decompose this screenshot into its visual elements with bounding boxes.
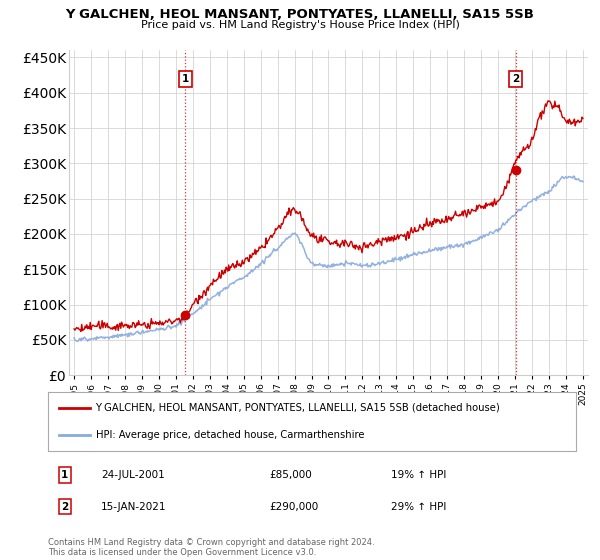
Text: 29% ↑ HPI: 29% ↑ HPI [391, 502, 446, 512]
Text: Price paid vs. HM Land Registry's House Price Index (HPI): Price paid vs. HM Land Registry's House … [140, 20, 460, 30]
Text: Y GALCHEN, HEOL MANSANT, PONTYATES, LLANELLI, SA15 5SB (detached house): Y GALCHEN, HEOL MANSANT, PONTYATES, LLAN… [95, 403, 500, 413]
Text: 2: 2 [512, 74, 520, 83]
Text: HPI: Average price, detached house, Carmarthenshire: HPI: Average price, detached house, Carm… [95, 430, 364, 440]
Text: Y GALCHEN, HEOL MANSANT, PONTYATES, LLANELLI, SA15 5SB: Y GALCHEN, HEOL MANSANT, PONTYATES, LLAN… [65, 8, 535, 21]
Text: 15-JAN-2021: 15-JAN-2021 [101, 502, 166, 512]
Text: 24-JUL-2001: 24-JUL-2001 [101, 470, 164, 480]
Text: £290,000: £290,000 [270, 502, 319, 512]
Text: 19% ↑ HPI: 19% ↑ HPI [391, 470, 446, 480]
Text: 1: 1 [61, 470, 68, 480]
Text: 2: 2 [61, 502, 68, 512]
Text: 1: 1 [182, 74, 189, 83]
Text: £85,000: £85,000 [270, 470, 313, 480]
Text: Contains HM Land Registry data © Crown copyright and database right 2024.
This d: Contains HM Land Registry data © Crown c… [48, 538, 374, 557]
